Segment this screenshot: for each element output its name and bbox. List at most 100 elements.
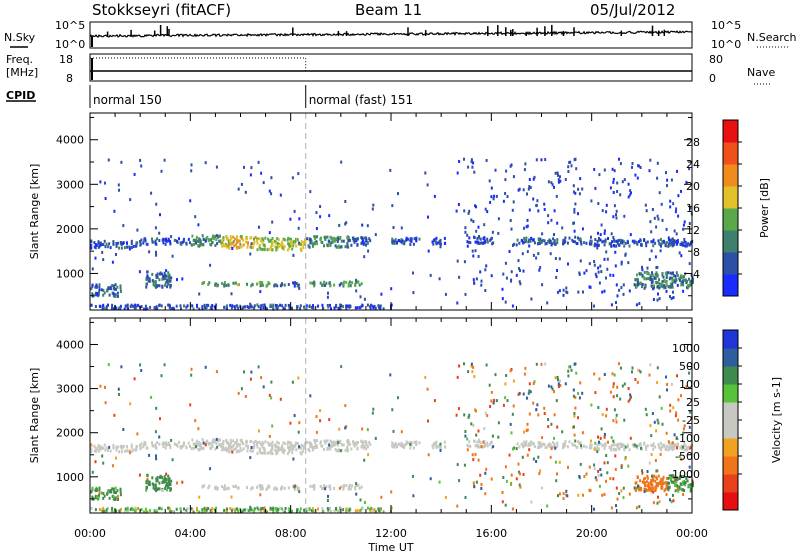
power-echo-cell bbox=[252, 242, 255, 245]
power-echo-cell bbox=[473, 236, 476, 240]
velocity-echo-cell bbox=[283, 442, 286, 445]
power-echo-cell bbox=[671, 280, 674, 284]
velocity-echo-cell bbox=[126, 508, 129, 512]
velocity-echo-cell bbox=[403, 443, 406, 447]
power-scatter-cell bbox=[558, 257, 561, 261]
power-echo-cell bbox=[295, 281, 298, 285]
power-echo-cell bbox=[119, 287, 122, 291]
velocity-echo-cell bbox=[268, 443, 270, 447]
power-scatter-cell bbox=[257, 160, 260, 164]
velocity-scatter-cell bbox=[439, 449, 442, 452]
velocity-echo-cell bbox=[115, 447, 118, 451]
power-echo-cell bbox=[190, 243, 193, 247]
velocity-scatter-cell bbox=[289, 421, 292, 425]
velocity-echo-cell bbox=[323, 484, 325, 488]
power-scatter-cell bbox=[674, 274, 677, 278]
velocity-colorbar-swatch bbox=[723, 420, 738, 439]
velocity-echo-cell bbox=[671, 448, 674, 451]
velocity-echo-cell bbox=[268, 485, 271, 489]
power-scatter-cell bbox=[528, 178, 531, 181]
velocity-scatter-cell bbox=[612, 477, 615, 481]
power-scatter-cell bbox=[495, 194, 498, 198]
power-echo-cell bbox=[669, 243, 672, 247]
power-scatter-cell bbox=[128, 247, 131, 251]
power-scatter-cell bbox=[158, 231, 161, 235]
power-echo-cell bbox=[313, 284, 316, 288]
power-scatter-cell bbox=[492, 197, 495, 201]
power-echo-cell bbox=[669, 282, 672, 286]
velocity-echo-cell bbox=[143, 443, 146, 446]
power-scatter-cell bbox=[165, 269, 168, 273]
velocity-scatter-cell bbox=[518, 391, 521, 395]
velocity-scatter-cell bbox=[567, 465, 569, 469]
velocity-echo-cell bbox=[321, 487, 324, 491]
velocity-echo-cell bbox=[418, 441, 421, 445]
power-echo-cell bbox=[410, 239, 413, 243]
velocity-echo-cell bbox=[214, 487, 217, 490]
power-scatter-cell bbox=[510, 279, 512, 283]
velocity-echo-cell bbox=[659, 441, 662, 445]
power-echo-cell bbox=[649, 274, 652, 278]
power-echo-cell bbox=[661, 280, 664, 284]
power-scatter-cell bbox=[605, 203, 608, 207]
velocity-echo-cell bbox=[326, 439, 329, 443]
power-echo-cell bbox=[242, 238, 245, 242]
power-scatter-cell bbox=[535, 256, 538, 260]
power-scatter-cell bbox=[195, 241, 197, 245]
velocity-scatter-cell bbox=[594, 476, 597, 480]
power-scatter-cell bbox=[673, 229, 676, 233]
power-echo-cell bbox=[129, 305, 132, 309]
velocity-echo-cell bbox=[687, 445, 689, 449]
power-echo-cell bbox=[342, 305, 345, 309]
power-echo-cell bbox=[348, 238, 351, 242]
power-scatter-cell bbox=[158, 284, 161, 288]
power-echo-cell bbox=[664, 243, 667, 247]
power-echo-cell bbox=[291, 306, 293, 310]
velocity-scatter-cell bbox=[579, 381, 582, 385]
velocity-scatter-cell bbox=[463, 362, 465, 366]
velocity-echo-cell bbox=[615, 443, 618, 447]
power-echo-cell bbox=[660, 282, 663, 286]
power-echo-cell bbox=[347, 236, 350, 240]
velocity-echo-cell bbox=[333, 440, 336, 444]
velocity-echo-cell bbox=[335, 440, 338, 444]
velocity-echo-cell bbox=[245, 440, 248, 444]
power-echo-cell bbox=[289, 244, 291, 248]
velocity-echo-cell bbox=[222, 439, 225, 443]
power-scatter-cell bbox=[570, 164, 573, 168]
power-scatter-cell bbox=[502, 272, 505, 276]
power-echo-cell bbox=[256, 303, 259, 307]
velocity-echo-cell bbox=[351, 484, 354, 488]
power-echo-cell bbox=[309, 281, 312, 285]
velocity-echo-cell bbox=[170, 479, 173, 483]
power-echo-cell bbox=[623, 244, 626, 248]
velocity-scatter-cell bbox=[328, 443, 331, 447]
velocity-scatter-cell bbox=[650, 453, 653, 456]
velocity-echo-cell bbox=[171, 510, 174, 513]
power-echo-cell bbox=[236, 235, 238, 239]
power-echo-cell bbox=[228, 246, 231, 250]
velocity-echo-cell bbox=[189, 444, 191, 448]
velocity-echo-cell bbox=[169, 510, 172, 514]
velocity-echo-cell bbox=[658, 445, 661, 449]
power-scatter-cell bbox=[658, 191, 661, 195]
velocity-scatter-cell bbox=[509, 422, 512, 426]
velocity-scatter-cell bbox=[558, 460, 561, 464]
velocity-echo-cell bbox=[222, 445, 225, 449]
velocity-scatter-cell bbox=[678, 455, 681, 458]
velocity-echo-cell bbox=[281, 450, 284, 454]
velocity-echo-cell bbox=[256, 442, 258, 446]
power-scatter-cell bbox=[681, 241, 684, 245]
velocity-echo-cell bbox=[252, 449, 254, 453]
power-echo-cell bbox=[399, 240, 402, 244]
power-echo-cell bbox=[329, 235, 332, 239]
velocity-echo-cell bbox=[126, 449, 129, 453]
velocity-echo-cell bbox=[435, 440, 438, 444]
velocity-scatter-cell bbox=[551, 387, 554, 391]
power-echo-cell bbox=[325, 281, 328, 285]
velocity-scatter-cell bbox=[270, 380, 273, 384]
power-echo-cell bbox=[308, 237, 311, 241]
velocity-echo-cell bbox=[327, 508, 330, 512]
velocity-scatter-cell bbox=[683, 424, 686, 428]
power-echo-cell bbox=[663, 241, 666, 244]
